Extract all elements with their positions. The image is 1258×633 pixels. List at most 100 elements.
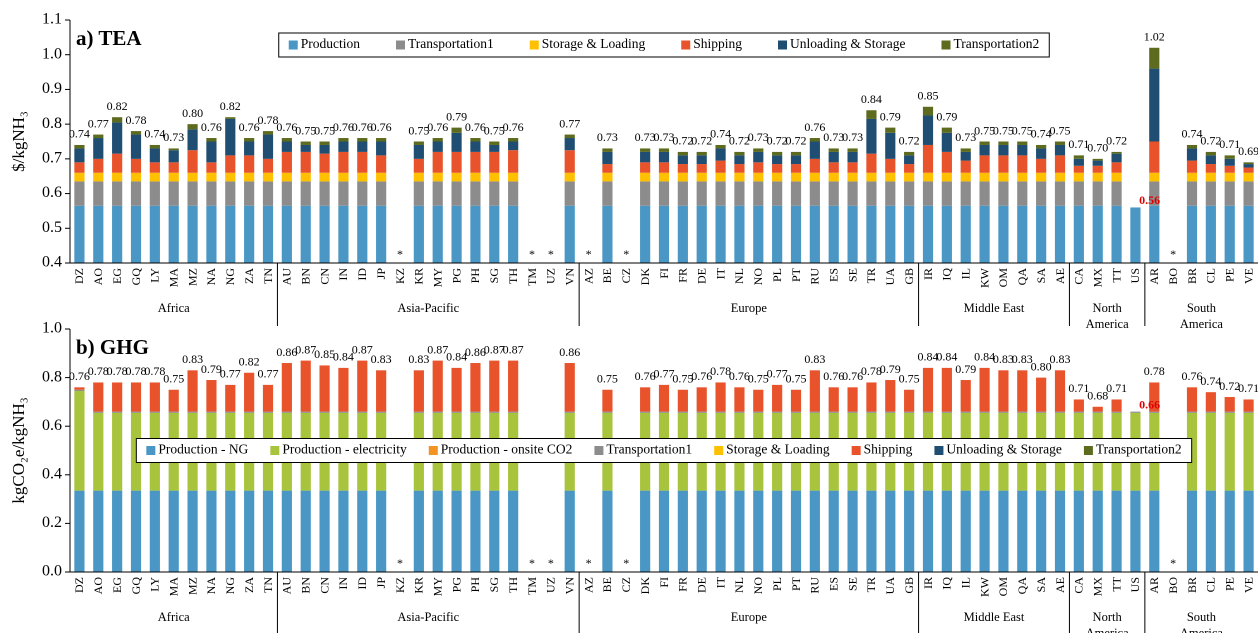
bar-segment <box>904 205 915 263</box>
bar-segment <box>1092 411 1103 413</box>
chart-title: a) TEA <box>76 26 142 50</box>
bar-segment <box>1036 205 1047 263</box>
bar-segment <box>281 363 292 412</box>
bar-segment <box>1205 181 1216 206</box>
bar-segment <box>338 367 349 412</box>
x-tick-label: SE <box>845 268 859 282</box>
bar-segment <box>1149 172 1160 182</box>
bar-segment <box>1186 148 1198 161</box>
x-tick-label: AE <box>1053 577 1067 593</box>
bar-segment <box>772 205 783 263</box>
bar-segment <box>866 118 877 154</box>
bar-segment <box>602 411 613 413</box>
bar-segment <box>1073 490 1084 572</box>
bar-segment <box>281 490 292 572</box>
bar-segment <box>451 181 462 206</box>
bar-segment <box>885 380 896 412</box>
bar-segment <box>1017 144 1028 156</box>
bar-segment <box>658 490 670 572</box>
total-label: 0.74 <box>69 127 90 141</box>
bar-segment <box>470 138 481 142</box>
bar-segment <box>451 132 462 152</box>
y-tick-label: 1.0 <box>42 320 62 337</box>
bar-segment <box>998 205 1009 263</box>
bar-segment <box>658 148 670 152</box>
total-label: 0.72 <box>672 134 693 148</box>
bar-segment <box>187 370 198 412</box>
bar-segment <box>866 181 877 206</box>
bar-segment <box>960 380 971 412</box>
bar-segment <box>1092 406 1103 412</box>
bar-segment <box>1186 205 1198 263</box>
bar-segment <box>696 490 707 572</box>
missing-marker: * <box>397 247 403 261</box>
bar-segment <box>244 411 255 413</box>
bar-segment <box>677 389 688 412</box>
legend-swatch <box>594 446 604 455</box>
bar-segment <box>508 490 519 572</box>
bar-segment <box>1073 172 1084 182</box>
bar-segment <box>753 162 764 173</box>
bar-segment <box>640 151 651 163</box>
bar-segment <box>206 380 217 412</box>
x-tick-label: RU <box>808 577 822 594</box>
bar-segment <box>960 490 971 572</box>
total-label: 0.83 <box>993 352 1014 366</box>
bar-segment <box>809 141 820 159</box>
x-tick-label: VN <box>562 577 576 595</box>
total-label: 0.75 <box>748 372 769 386</box>
x-tick-label: ID <box>355 268 369 281</box>
bar-segment <box>262 134 274 159</box>
bar-segment <box>866 490 877 572</box>
bar-segment <box>74 181 85 206</box>
x-tick-label: NL <box>732 268 746 284</box>
bar-segment <box>1130 207 1141 263</box>
bar-segment <box>772 151 783 156</box>
bar-segment <box>1224 155 1235 159</box>
total-label: 0.66 <box>1139 397 1160 411</box>
bar-segment <box>790 151 802 156</box>
bar-segment <box>1036 148 1047 159</box>
bar-segment <box>187 490 198 572</box>
x-tick-label: UZ <box>544 577 558 593</box>
bar-segment <box>904 172 915 182</box>
x-tick-label: VN <box>562 268 576 286</box>
bar-segment <box>922 144 934 173</box>
bar-segment <box>244 205 255 263</box>
bar-segment <box>866 411 877 413</box>
bar-segment <box>1243 411 1254 413</box>
x-tick-label: ZA <box>242 577 256 593</box>
bar-segment <box>1092 205 1103 263</box>
bar-segment <box>941 127 952 133</box>
y-tick-label: 0.8 <box>42 368 62 385</box>
bar-segment <box>130 382 142 412</box>
total-label: 0.71 <box>1106 381 1127 395</box>
total-label: 0.83 <box>371 352 392 366</box>
total-label: 0.82 <box>220 99 241 113</box>
legend-box <box>135 438 1193 463</box>
bar-segment <box>828 205 839 263</box>
bar-segment <box>508 150 519 173</box>
bar-segment <box>941 172 952 182</box>
missing-marker: * <box>623 556 629 570</box>
bar-segment <box>1017 490 1028 572</box>
bar-segment <box>602 164 613 173</box>
total-label: 0.77 <box>654 367 675 381</box>
bar-segment <box>885 181 896 206</box>
total-label: 0.76 <box>823 369 844 383</box>
bar-segment <box>376 172 387 182</box>
total-label: 0.78 <box>126 364 147 378</box>
x-tick-label: IR <box>921 268 935 280</box>
total-label: 0.76 <box>352 120 373 134</box>
bar-segment <box>244 172 255 182</box>
group-label: South America <box>1180 301 1223 331</box>
bar-segment <box>922 205 934 263</box>
bar-segment <box>1073 399 1084 412</box>
total-label: 0.78 <box>126 113 147 127</box>
x-tick-label: SA <box>1034 577 1048 593</box>
bar-segment <box>734 172 745 182</box>
x-tick-label: BE <box>600 268 614 283</box>
bar-segment <box>1243 164 1254 168</box>
bar-segment <box>1224 397 1235 412</box>
x-tick-label: MZ <box>185 268 199 286</box>
